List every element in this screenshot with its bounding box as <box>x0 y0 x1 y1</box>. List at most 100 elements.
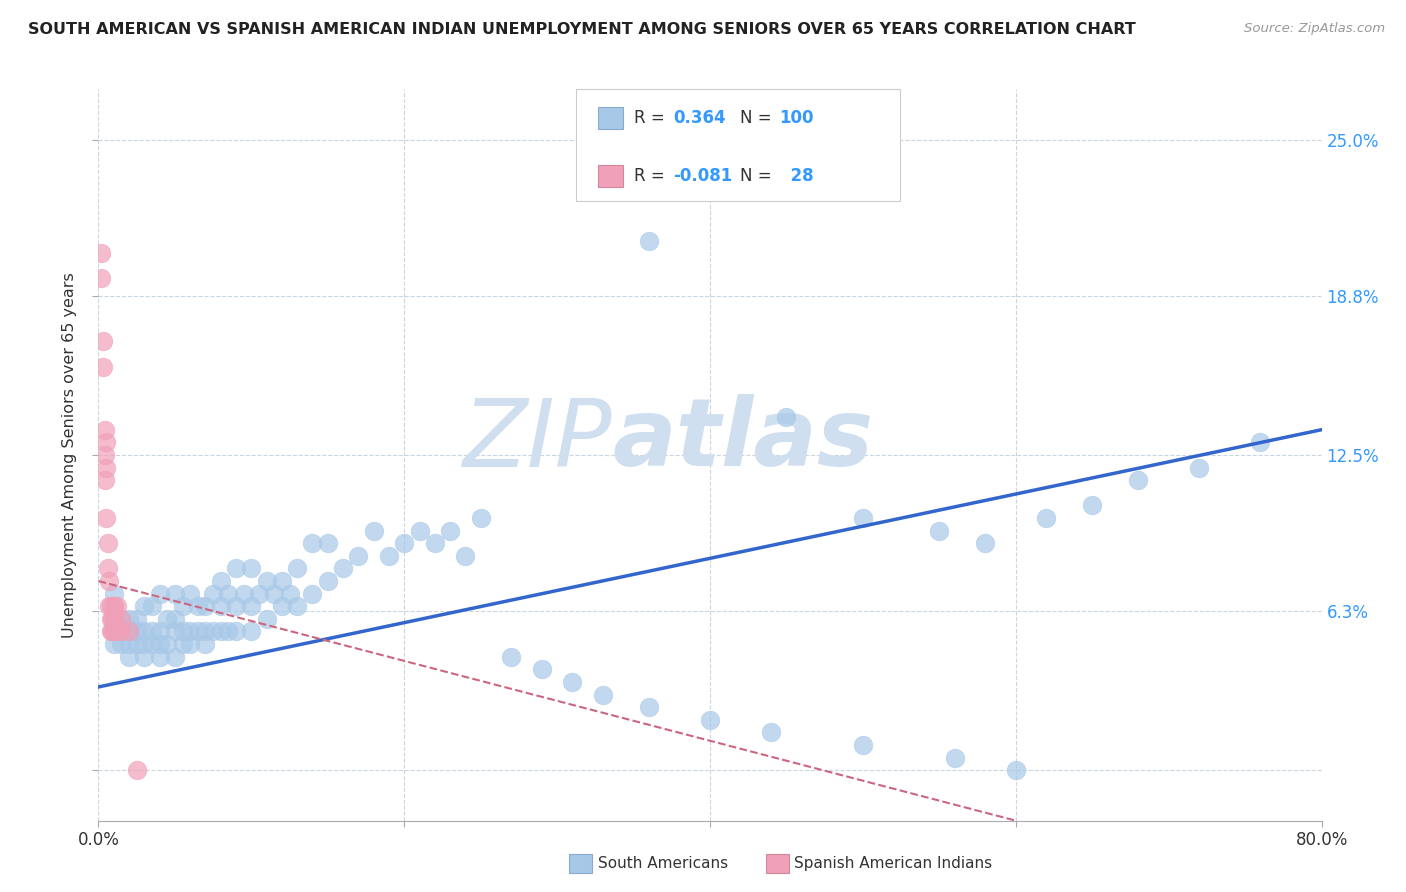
Point <box>332 561 354 575</box>
Point <box>209 624 232 639</box>
Point <box>928 524 950 538</box>
Point <box>240 624 263 639</box>
Point <box>392 536 416 550</box>
Point <box>90 271 112 285</box>
Text: -0.081: -0.081 <box>673 167 733 186</box>
Point <box>423 536 446 550</box>
Y-axis label: Unemployment Among Seniors over 65 years: Unemployment Among Seniors over 65 years <box>62 272 77 638</box>
Point <box>454 549 477 563</box>
Point <box>163 624 186 639</box>
Point <box>103 624 125 639</box>
Point <box>194 637 217 651</box>
Point <box>217 624 239 639</box>
Point <box>561 674 583 689</box>
Point <box>202 624 225 639</box>
Point <box>105 624 128 639</box>
Text: 28: 28 <box>779 167 814 186</box>
Point <box>118 637 141 651</box>
Point <box>134 624 156 639</box>
Point <box>103 599 125 614</box>
Point <box>592 688 614 702</box>
Text: R =: R = <box>634 167 671 186</box>
Point <box>285 561 308 575</box>
Point <box>134 649 156 664</box>
Point <box>125 624 148 639</box>
Text: N =: N = <box>740 109 776 128</box>
Point <box>141 599 163 614</box>
Point <box>378 549 401 563</box>
Point <box>110 624 132 639</box>
Point <box>217 587 239 601</box>
Point <box>1249 435 1271 450</box>
Point <box>163 612 186 626</box>
Point <box>202 587 225 601</box>
Point <box>100 624 122 639</box>
Point <box>94 460 117 475</box>
Point <box>759 725 782 739</box>
Point <box>270 574 292 588</box>
Point <box>98 574 121 588</box>
Point <box>118 649 141 664</box>
Point <box>125 637 148 651</box>
Point <box>263 587 285 601</box>
Point <box>285 599 308 614</box>
Point <box>187 599 209 614</box>
Point <box>110 612 132 626</box>
Point <box>1188 460 1211 475</box>
Point <box>110 624 132 639</box>
Point <box>156 637 179 651</box>
Point <box>301 536 323 550</box>
Point <box>225 599 247 614</box>
Point <box>97 536 120 550</box>
Point <box>470 511 492 525</box>
Point <box>439 524 461 538</box>
Point <box>1035 511 1057 525</box>
Point <box>149 649 172 664</box>
Point <box>225 624 247 639</box>
Point <box>232 587 254 601</box>
Point <box>301 587 323 601</box>
Point <box>97 561 120 575</box>
Point <box>501 649 523 664</box>
Point <box>363 524 385 538</box>
Point <box>240 599 263 614</box>
Point <box>775 410 797 425</box>
Point <box>110 612 132 626</box>
Point <box>118 624 141 639</box>
Point <box>93 448 115 462</box>
Point <box>163 587 186 601</box>
Point <box>103 612 125 626</box>
Point <box>256 612 278 626</box>
Point <box>103 624 125 639</box>
Point <box>194 624 217 639</box>
Point <box>852 738 875 752</box>
Point <box>530 662 553 676</box>
Point <box>316 574 339 588</box>
Point <box>194 599 217 614</box>
Point <box>91 334 114 349</box>
Point <box>179 637 201 651</box>
Point <box>149 587 172 601</box>
Text: SOUTH AMERICAN VS SPANISH AMERICAN INDIAN UNEMPLOYMENT AMONG SENIORS OVER 65 YEA: SOUTH AMERICAN VS SPANISH AMERICAN INDIA… <box>28 22 1136 37</box>
Point <box>94 511 117 525</box>
Point <box>316 536 339 550</box>
Point <box>93 473 115 487</box>
Point <box>103 599 125 614</box>
Point <box>179 587 201 601</box>
Text: Source: ZipAtlas.com: Source: ZipAtlas.com <box>1244 22 1385 36</box>
Point <box>637 700 661 714</box>
Point <box>101 612 124 626</box>
Text: 100: 100 <box>779 109 814 128</box>
Point <box>172 637 194 651</box>
Text: N =: N = <box>740 167 776 186</box>
Point <box>125 612 148 626</box>
Point <box>270 599 292 614</box>
Point <box>125 763 148 777</box>
Point <box>98 599 121 614</box>
Point <box>118 624 141 639</box>
Text: R =: R = <box>634 109 671 128</box>
Point <box>149 637 172 651</box>
Point <box>93 423 115 437</box>
Point <box>141 637 163 651</box>
Point <box>118 612 141 626</box>
